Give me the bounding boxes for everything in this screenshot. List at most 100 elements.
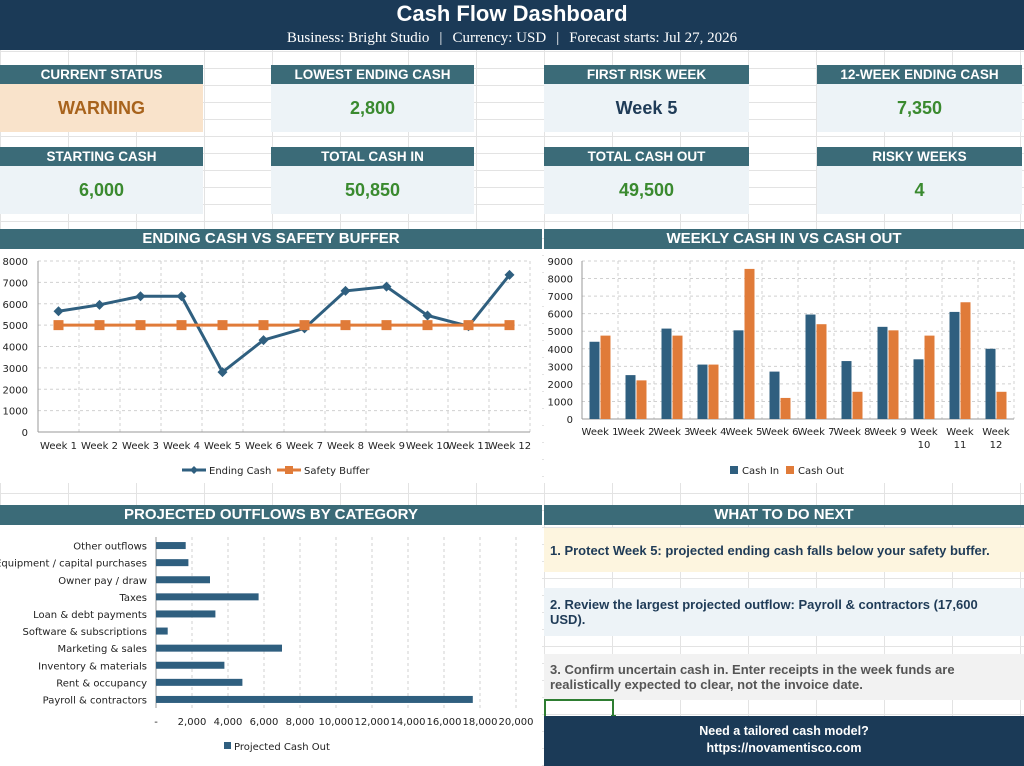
data-point-safety-buffer — [422, 320, 433, 331]
business-name: Business: Bright Studio — [286, 30, 430, 46]
section-title-weekly-cash: WEEKLY CASH IN VS CASH OUT — [544, 229, 1024, 249]
kpi-value: 50,850 — [271, 166, 474, 214]
y-tick-label: 5000 — [3, 321, 28, 332]
ending-cash-chart[interactable]: 0 1000 2000 3000 4000 5000 6000 7000 8000 Week 1 W… — [0, 249, 542, 483]
x-tick-label: 10,000 — [319, 717, 354, 728]
y-tick-label: 6000 — [3, 300, 28, 311]
kpi-label: RISKY WEEKS — [817, 147, 1022, 166]
x-tick-label: Week 7 — [286, 441, 323, 452]
kpi-starting-cash[interactable]: STARTING CASH 6,000 — [0, 147, 203, 214]
x-tick-label: Week — [946, 427, 974, 438]
kpi-12-week-ending-cash[interactable]: 12-WEEK ENDING CASH 7,350 — [817, 65, 1022, 132]
x-tick-label: Week 3 — [122, 441, 159, 452]
x-tick-label: Week — [982, 427, 1010, 438]
bar-cash-out — [888, 330, 899, 419]
kpi-value: Week 5 — [544, 84, 749, 132]
next-step-text: USD). — [550, 612, 586, 627]
legend-label: Cash In — [742, 466, 779, 477]
bar-cash-in — [625, 375, 636, 419]
bar-cash-out — [744, 268, 755, 419]
y-tick-label: 0 — [567, 415, 573, 426]
y-tick-label: 6000 — [548, 310, 573, 321]
x-tick-label: 12 — [990, 440, 1003, 451]
data-point-safety-buffer — [94, 320, 105, 331]
x-tick-label: 6,000 — [250, 717, 279, 728]
x-tick-label: Week 9 — [368, 441, 405, 452]
next-step-3[interactable]: 3. Confirm uncertain cash in. Enter rece… — [544, 654, 1024, 700]
data-point-ending-cash — [94, 299, 105, 310]
page-title: Cash Flow Dashboard — [396, 1, 628, 26]
data-point-safety-buffer — [340, 320, 351, 331]
x-tick-label: 11 — [954, 440, 967, 451]
data-point-safety-buffer — [217, 320, 228, 331]
bar-cash-out — [852, 391, 863, 419]
kpi-current-status[interactable]: CURRENT STATUS WARNING — [0, 65, 203, 132]
y-tick-label: Owner pay / draw — [58, 576, 147, 587]
bar-cash-in — [841, 361, 852, 419]
weekly-cash-chart[interactable]: 0 1000 2000 3000 4000 5000 6000 7000 8000 9000 Wee… — [544, 249, 1024, 483]
next-step-1[interactable]: 1. Protect Week 5: projected ending cash… — [544, 528, 1024, 572]
data-point-ending-cash — [340, 285, 351, 296]
data-point-ending-cash — [135, 291, 146, 302]
x-tick-label: 4,000 — [214, 717, 243, 728]
data-point-safety-buffer — [299, 320, 310, 331]
kpi-first-risk-week[interactable]: FIRST RISK WEEK Week 5 — [544, 65, 749, 132]
kpi-total-cash-in[interactable]: TOTAL CASH IN 50,850 — [271, 147, 474, 214]
y-tick-label: 1000 — [548, 397, 573, 408]
next-step-text: 2. Review the largest projected outflow:… — [550, 597, 978, 612]
data-point-safety-buffer — [463, 320, 474, 331]
cta-banner[interactable]: Need a tailored cash model? https://nova… — [544, 716, 1024, 766]
bar-projected-cash-out — [156, 678, 243, 686]
separator: | — [439, 30, 443, 46]
outflows-chart[interactable]: -2,000 4,000 6,000 8,000 10,000 12,000 14,000 1… — [0, 525, 542, 766]
data-point-safety-buffer — [135, 320, 146, 331]
kpi-risky-weeks[interactable]: RISKY WEEKS 4 — [817, 147, 1022, 214]
x-tick-label: Week — [910, 427, 938, 438]
next-step-2[interactable]: 2. Review the largest projected outflow:… — [544, 588, 1024, 636]
kpi-label: TOTAL CASH IN — [271, 147, 474, 166]
y-tick-label: Equipment / capital purchases — [0, 559, 147, 570]
data-point-ending-cash — [258, 335, 269, 346]
x-tick-label: 8,000 — [286, 717, 315, 728]
cta-link[interactable]: https://novamentisco.com — [706, 741, 862, 755]
next-step-text: realistically expected to clear, not the… — [550, 677, 863, 692]
kpi-value: 7,350 — [817, 84, 1022, 132]
bar-projected-cash-out — [156, 559, 189, 567]
x-tick-label: Week 10 — [406, 441, 449, 452]
y-tick-label: 5000 — [548, 327, 573, 338]
bar-cash-out — [672, 335, 683, 419]
bar-projected-cash-out — [156, 627, 168, 635]
legend-marker — [190, 466, 198, 474]
x-tick-label: Week 5 — [726, 427, 763, 438]
dashboard-header: Cash Flow Dashboard Business: Bright Stu… — [0, 0, 1024, 50]
y-tick-label: Other outflows — [73, 542, 147, 553]
kpi-value: 4 — [817, 166, 1022, 214]
x-tick-label: Week 6 — [245, 441, 282, 452]
bar-cash-in — [733, 330, 744, 419]
currency: Currency: USD — [452, 30, 547, 46]
section-title-ending-cash: ENDING CASH VS SAFETY BUFFER — [0, 229, 542, 249]
ending-cash-chart-panel: 0 1000 2000 3000 4000 5000 6000 7000 8000 Week 1 W… — [0, 249, 542, 483]
x-tick-label: Week 5 — [204, 441, 241, 452]
kpi-lowest-ending-cash[interactable]: LOWEST ENDING CASH 2,800 — [271, 65, 474, 132]
bar-cash-in — [913, 359, 924, 419]
x-tick-label: Week 6 — [762, 427, 799, 438]
y-tick-label: 2000 — [548, 380, 573, 391]
y-tick-label: 4000 — [3, 343, 28, 354]
bar-projected-cash-out — [156, 661, 225, 669]
cta-text: Need a tailored cash model? — [699, 724, 869, 738]
y-tick-label: 4000 — [548, 345, 573, 356]
y-tick-label: 8000 — [548, 275, 573, 286]
x-tick-label: Week 1 — [582, 427, 619, 438]
legend-label: Safety Buffer — [304, 466, 370, 477]
y-tick-label: Marketing & sales — [58, 644, 147, 655]
x-tick-label: 16,000 — [427, 717, 462, 728]
y-tick-label: Payroll & contractors — [43, 695, 147, 706]
kpi-total-cash-out[interactable]: TOTAL CASH OUT 49,500 — [544, 147, 749, 214]
x-tick-label: Week 4 — [690, 427, 727, 438]
y-tick-label: Rent & occupancy — [56, 678, 147, 689]
data-point-safety-buffer — [176, 320, 187, 331]
bar-projected-cash-out — [156, 644, 282, 652]
data-point-safety-buffer — [53, 320, 64, 331]
bar-cash-in — [697, 364, 708, 419]
